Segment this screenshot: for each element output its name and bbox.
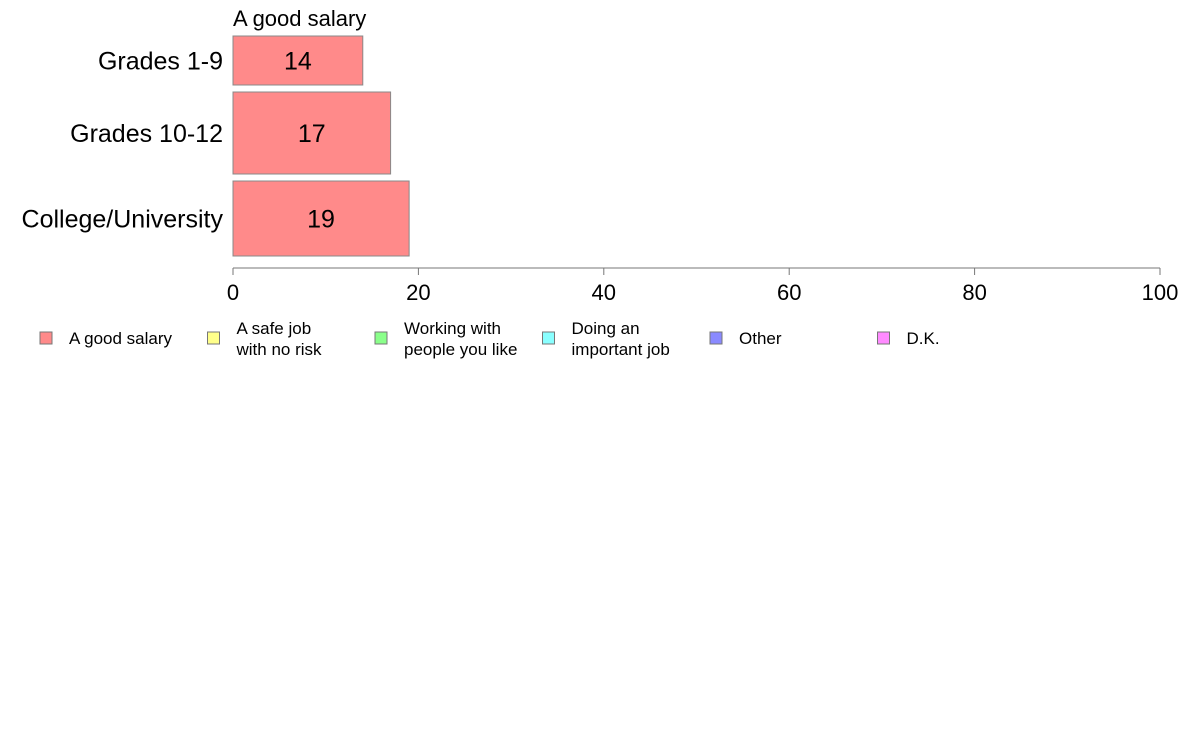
legend-label: D.K.: [907, 329, 940, 348]
bar-value-label: 17: [298, 120, 326, 148]
bar-grades-1-9: [232, 35, 364, 86]
x-tick-label: 40: [592, 280, 616, 305]
series-title: A good salary: [233, 6, 366, 31]
bar-value-label: 14: [284, 48, 312, 76]
bar-chart: A good salary Grades 1-9 14 Grades 10-12 17…: [22, 6, 1179, 359]
legend-swatch: [709, 331, 723, 345]
legend-swatch: [39, 331, 53, 345]
x-tick-label: 60: [777, 280, 801, 305]
legend-label: people you like: [404, 340, 517, 359]
legend-swatch: [542, 331, 555, 345]
legend-swatch: [877, 331, 890, 345]
legend-label: Doing an: [572, 319, 640, 338]
legend-label: Working with: [404, 319, 501, 338]
bar-grades-10-12: [232, 91, 392, 175]
x-tick-label: 0: [227, 280, 239, 305]
bar-college-university: [232, 180, 410, 257]
category-label: Grades 1-9: [98, 48, 223, 76]
bar-value-label: 19: [307, 206, 335, 234]
x-tick-label: 20: [406, 280, 430, 305]
bars-group: Grades 1-9 14 Grades 10-12 17 College/Univer…: [22, 35, 410, 257]
category-label: Grades 10-12: [70, 120, 223, 148]
x-tick-label: 100: [1142, 280, 1179, 305]
legend-swatch: [207, 331, 220, 345]
legend-label: A good salary: [69, 329, 173, 348]
legend-swatch: [374, 331, 388, 345]
x-tick-label: 80: [962, 280, 986, 305]
legend-label: with no risk: [236, 340, 323, 359]
category-label: College/University: [22, 206, 224, 234]
x-axis: 0 20 40 60 80 100: [227, 267, 1179, 305]
legend: A good salary A safe job with no risk Worki…: [39, 319, 940, 359]
legend-label: A safe job: [237, 319, 312, 338]
legend-label: important job: [572, 340, 670, 359]
legend-label: Other: [739, 329, 782, 348]
